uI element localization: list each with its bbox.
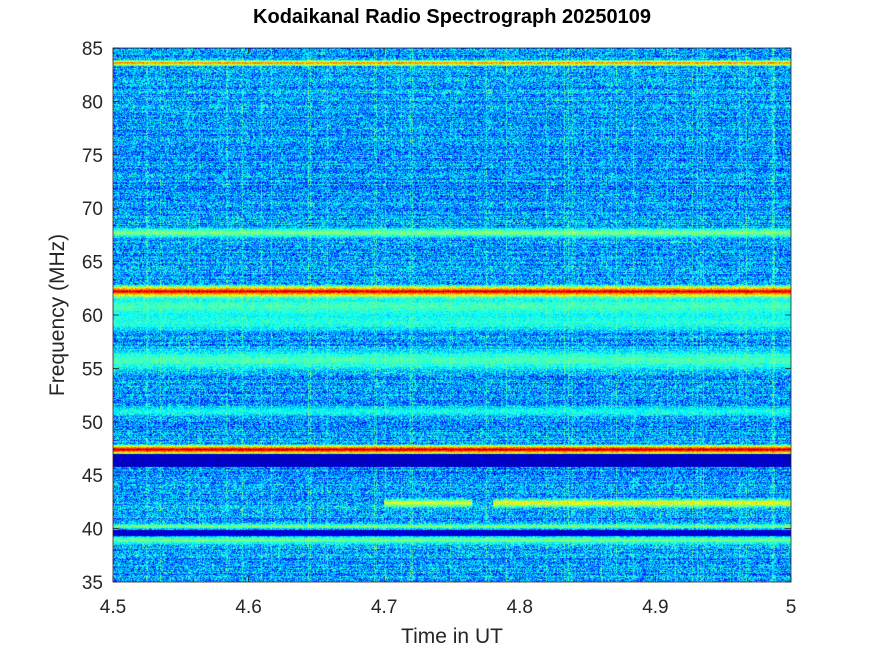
y-tick-label: 75 [82, 146, 103, 167]
x-tick-label: 4.8 [507, 597, 533, 618]
y-tick-label: 85 [82, 39, 103, 60]
spectrogram-heatmap [113, 48, 791, 582]
x-tick-label: 5 [786, 597, 797, 618]
y-tick-label: 65 [82, 253, 103, 274]
y-axis-label: Frequency (MHz) [46, 234, 69, 396]
y-tick-label: 80 [82, 92, 103, 113]
x-tick-label: 4.5 [100, 597, 126, 618]
y-tick-label: 70 [82, 199, 103, 220]
y-tick-label: 60 [82, 306, 103, 327]
x-axis: 4.5 4.6 4.7 4.8 4.9 5 [100, 48, 797, 618]
chart-title: Kodaikanal Radio Spectrograph 20250109 [253, 6, 651, 28]
x-axis-label: Time in UT [401, 625, 503, 648]
y-tick-label: 45 [82, 466, 103, 487]
x-tick-label: 4.6 [235, 597, 261, 618]
y-tick-label: 55 [82, 359, 103, 380]
y-tick-label: 50 [82, 413, 103, 434]
y-tick-label: 40 [82, 520, 103, 541]
y-tick-label: 35 [82, 573, 103, 594]
plot-area [113, 48, 791, 582]
x-tick-label: 4.7 [371, 597, 397, 618]
x-tick-label: 4.9 [642, 597, 668, 618]
y-axis: 35 40 45 50 55 60 65 70 75 80 85 [82, 39, 791, 594]
